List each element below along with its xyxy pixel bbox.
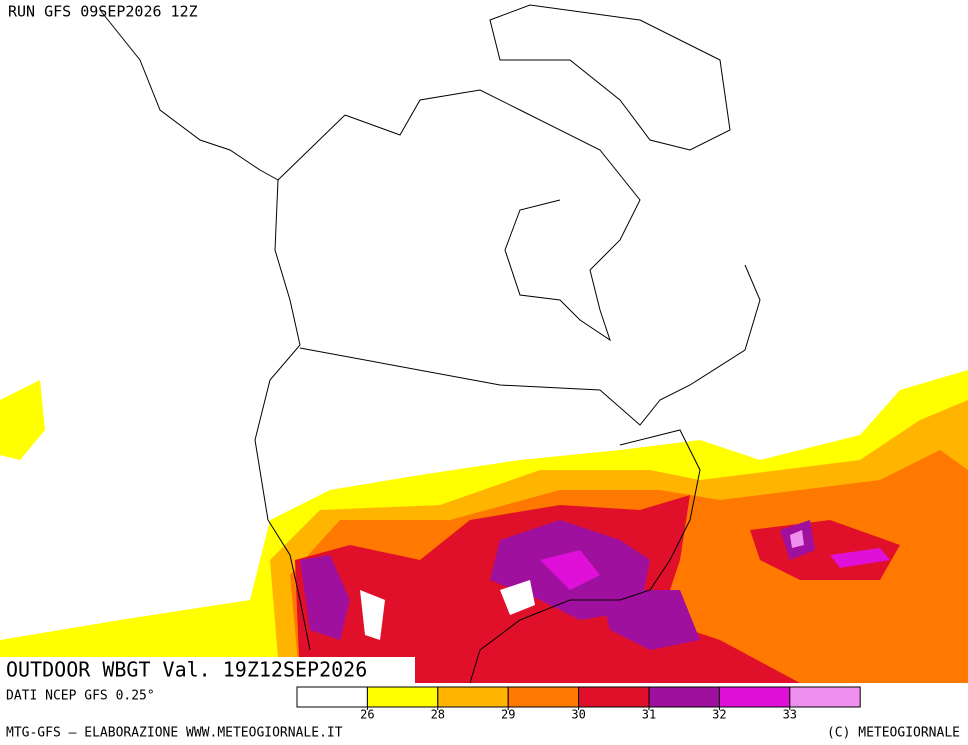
legend-swatch xyxy=(296,686,368,708)
legend-swatch xyxy=(648,686,720,708)
legend-tick-label: 32 xyxy=(712,708,726,722)
source-label: DATI NCEP GFS 0.25° xyxy=(6,689,155,704)
title-box xyxy=(0,657,415,684)
legend-swatch xyxy=(366,686,439,708)
footer-left: MTG-GFS — ELABORAZIONE WWW.METEOGIORNALE… xyxy=(6,726,343,741)
footer-right: (C) METEOGIORNALE xyxy=(827,726,960,741)
legend-tick-label: 29 xyxy=(501,708,515,722)
legend-tick-label: 26 xyxy=(360,708,374,722)
legend-swatch xyxy=(789,686,861,708)
legend-swatch xyxy=(578,686,650,708)
legend-tick-label: 31 xyxy=(642,708,656,722)
legend: 26 28 29 30 31 32 33 xyxy=(296,686,861,722)
legend-swatch xyxy=(507,686,580,708)
run-label: RUN GFS 09SEP2026 12Z xyxy=(8,3,198,21)
legend-swatch xyxy=(437,686,509,708)
heat-fields xyxy=(0,370,968,683)
legend-swatch xyxy=(718,686,791,708)
legend-tick-label: 30 xyxy=(571,708,585,722)
coastlines xyxy=(99,4,761,684)
map-title: OUTDOOR WBGT Val. 19Z12SEP2026 xyxy=(6,658,367,682)
legend-tick-label: 28 xyxy=(431,708,445,722)
legend-tick-label: 33 xyxy=(783,708,797,722)
